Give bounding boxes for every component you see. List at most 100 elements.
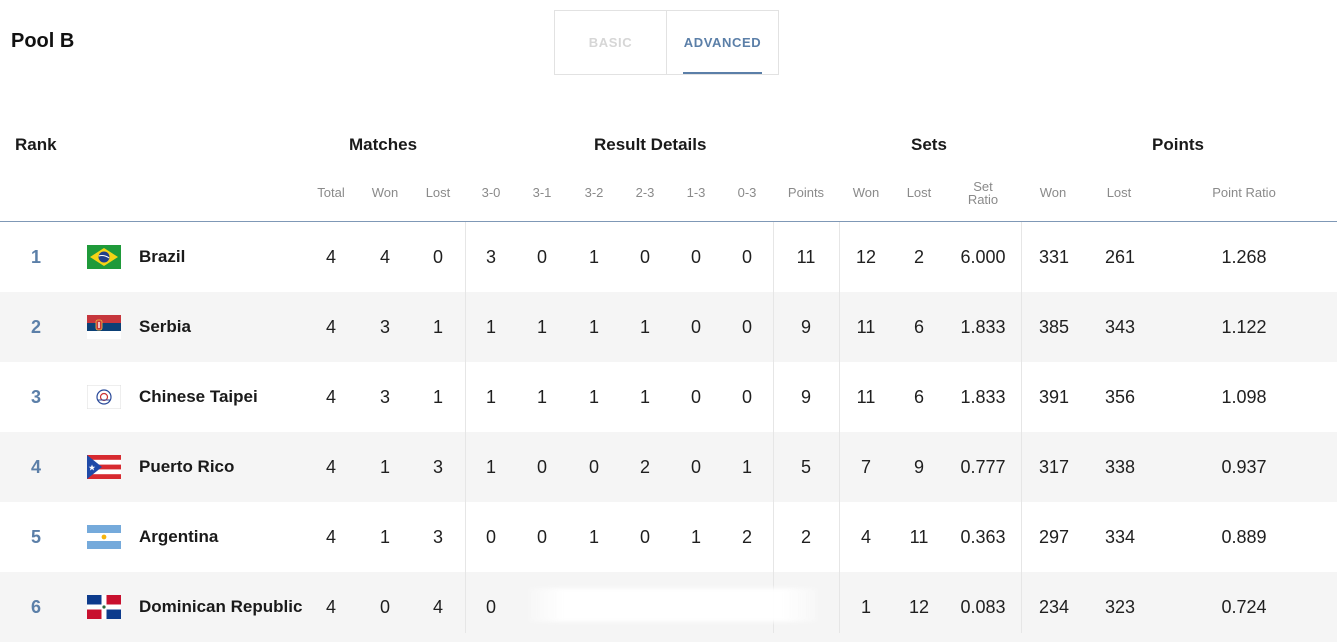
subheader-3-0: 3-0 bbox=[481, 185, 501, 200]
sets-lost: 11 bbox=[909, 527, 929, 547]
team-name[interactable]: Dominican Republic bbox=[139, 597, 303, 616]
subheader-set-ratio: Set Ratio bbox=[953, 180, 1013, 206]
subheader-point-ratio: Point Ratio bbox=[1212, 185, 1276, 200]
result-0-3: 2 bbox=[741, 527, 752, 547]
team-name[interactable]: Puerto Rico bbox=[139, 457, 235, 476]
result-3-2: 1 bbox=[588, 247, 599, 267]
matches-total: 4 bbox=[325, 247, 336, 267]
result-3-2: 0 bbox=[588, 457, 599, 477]
matches-lost: 0 bbox=[432, 247, 443, 267]
brazil-flag-icon bbox=[87, 245, 121, 269]
matches-total: 4 bbox=[325, 387, 336, 407]
points-lost: 261 bbox=[1104, 247, 1136, 267]
subheader-0-3: 0-3 bbox=[737, 185, 757, 200]
subheader-set-ratio-line1: Set bbox=[973, 179, 993, 194]
table-row[interactable]: 2 Serbia 4 3 1 1 1 1 1 0 0 9 11 6 1.833 … bbox=[0, 292, 1337, 362]
table-row[interactable]: 5 Argentina 4 1 3 0 0 1 0 1 2 2 4 11 0.3… bbox=[0, 502, 1337, 572]
points-won: 234 bbox=[1038, 597, 1070, 617]
result-1-3: 1 bbox=[690, 527, 701, 547]
result-3-1: 1 bbox=[536, 387, 547, 407]
tab-advanced[interactable]: ADVANCED bbox=[667, 11, 778, 74]
sets-lost: 2 bbox=[913, 247, 924, 267]
set-ratio: 6.000 bbox=[960, 247, 1006, 267]
result-0-3: 0 bbox=[741, 387, 752, 407]
matches-won: 0 bbox=[379, 597, 390, 617]
column-separator bbox=[773, 222, 774, 633]
matches-won: 3 bbox=[379, 387, 390, 407]
sets-won: 12 bbox=[855, 247, 877, 267]
puerto-rico-flag-icon bbox=[87, 455, 121, 479]
matches-total: 4 bbox=[325, 527, 336, 547]
result-3-0: 1 bbox=[485, 457, 496, 477]
points-lost: 343 bbox=[1104, 317, 1136, 337]
rank-cell: 4 bbox=[30, 457, 41, 477]
subheader-lost: Lost bbox=[425, 185, 451, 200]
column-separator bbox=[839, 222, 840, 633]
result-3-1: 0 bbox=[536, 457, 547, 477]
chinese-taipei-flag-icon bbox=[87, 385, 121, 409]
point-ratio: 1.268 bbox=[1221, 247, 1267, 267]
result-1-3: 0 bbox=[690, 247, 701, 267]
points-cell: 9 bbox=[800, 387, 811, 407]
points-lost: 334 bbox=[1104, 527, 1136, 547]
header-rank: Rank bbox=[15, 135, 57, 154]
result-2-3: 1 bbox=[639, 317, 650, 337]
points-won: 385 bbox=[1038, 317, 1070, 337]
header-result-details: Result Details bbox=[594, 135, 707, 154]
result-3-1: 0 bbox=[536, 527, 547, 547]
result-3-1: 1 bbox=[536, 317, 547, 337]
points-lost: 356 bbox=[1104, 387, 1136, 407]
points-won: 317 bbox=[1038, 457, 1070, 477]
argentina-flag-icon bbox=[87, 525, 121, 549]
matches-won: 1 bbox=[379, 527, 390, 547]
sets-won: 1 bbox=[860, 597, 871, 617]
table-row[interactable]: 4 Puerto Rico 4 1 3 1 0 0 2 0 1 5 7 9 0.… bbox=[0, 432, 1337, 502]
result-0-3: 0 bbox=[741, 247, 752, 267]
result-1-3: 0 bbox=[690, 387, 701, 407]
result-3-2: 1 bbox=[588, 317, 599, 337]
points-cell: 5 bbox=[800, 457, 811, 477]
sets-won: 4 bbox=[860, 527, 871, 547]
result-3-0: 1 bbox=[485, 387, 496, 407]
table-row[interactable]: 1 Brazil 4 4 0 3 0 1 0 0 0 11 12 2 6.000… bbox=[0, 222, 1337, 292]
header-points: Points bbox=[1152, 135, 1204, 154]
sets-lost: 9 bbox=[913, 457, 924, 477]
table-row[interactable]: 3 Chinese Taipei 4 3 1 1 1 1 1 0 0 9 11 … bbox=[0, 362, 1337, 432]
sets-lost: 6 bbox=[913, 317, 924, 337]
points-cell: 11 bbox=[796, 247, 816, 267]
header-matches: Matches bbox=[349, 135, 418, 154]
point-ratio: 0.937 bbox=[1221, 457, 1267, 477]
serbia-flag-icon bbox=[87, 315, 121, 339]
point-ratio: 0.724 bbox=[1221, 597, 1267, 617]
matches-lost: 3 bbox=[432, 527, 443, 547]
team-name[interactable]: Serbia bbox=[139, 317, 191, 336]
result-3-1: 0 bbox=[536, 247, 547, 267]
rank-cell: 1 bbox=[30, 247, 41, 267]
sets-won: 11 bbox=[856, 387, 876, 407]
result-3-2: 1 bbox=[588, 527, 599, 547]
set-ratio: 0.777 bbox=[960, 457, 1006, 477]
points-lost: 338 bbox=[1104, 457, 1136, 477]
sets-lost: 12 bbox=[908, 597, 930, 617]
result-3-2: 1 bbox=[588, 387, 599, 407]
set-ratio: 0.083 bbox=[960, 597, 1006, 617]
result-1-3: 0 bbox=[690, 317, 701, 337]
column-separator bbox=[1021, 222, 1022, 633]
team-name[interactable]: Argentina bbox=[139, 527, 219, 546]
subheader-3-2: 3-2 bbox=[584, 185, 604, 200]
view-tabs: BASIC ADVANCED bbox=[554, 10, 779, 75]
points-cell: 2 bbox=[800, 527, 811, 547]
subheader-2-3: 2-3 bbox=[635, 185, 655, 200]
team-name[interactable]: Chinese Taipei bbox=[139, 387, 258, 406]
matches-lost: 1 bbox=[432, 387, 443, 407]
tab-basic[interactable]: BASIC bbox=[555, 11, 667, 74]
obscured-overlay bbox=[528, 588, 818, 622]
header-divider bbox=[0, 221, 1337, 222]
result-2-3: 1 bbox=[639, 387, 650, 407]
subheader-points-won: Won bbox=[1039, 185, 1067, 200]
point-ratio: 1.122 bbox=[1221, 317, 1267, 337]
matches-lost: 3 bbox=[432, 457, 443, 477]
subheader-set-ratio-line2: Ratio bbox=[967, 192, 999, 207]
matches-won: 1 bbox=[379, 457, 390, 477]
team-name[interactable]: Brazil bbox=[139, 247, 186, 266]
